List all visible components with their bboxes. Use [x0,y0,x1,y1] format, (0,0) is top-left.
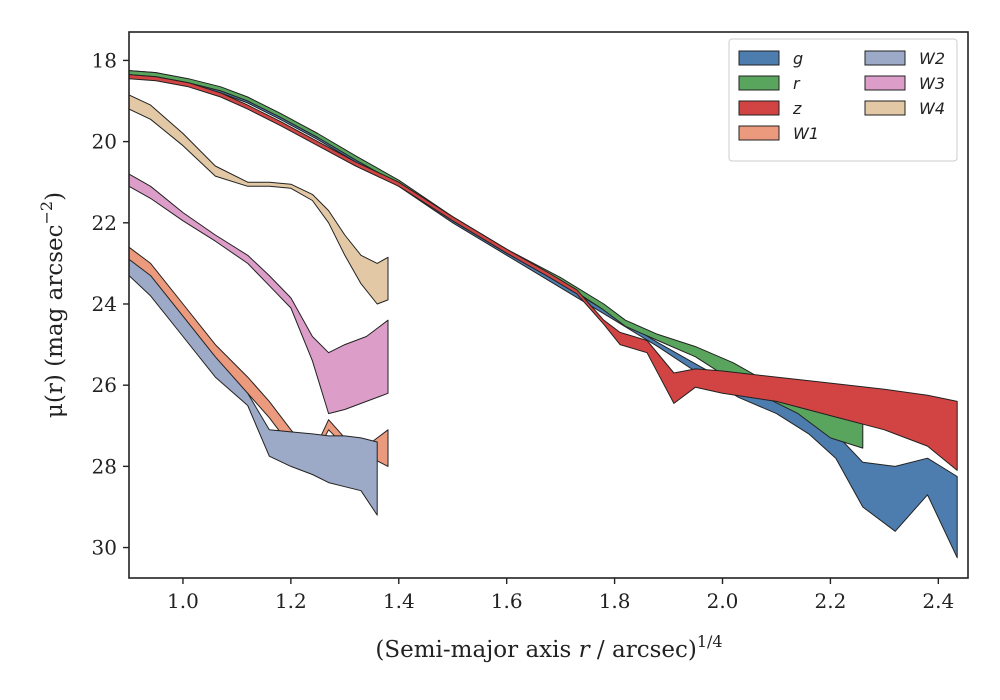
y-tick-label: 22 [92,211,117,235]
series-band-r [129,70,864,449]
x-tick-label: 2.2 [815,589,847,613]
legend-frame [728,38,958,162]
legend-label-r: r [793,74,801,93]
x-tick-label: 1.2 [275,589,307,613]
legend-swatch-r [738,75,780,91]
y-tick-label: 30 [92,536,117,560]
legend-swatch-g [738,50,780,66]
x-tick-label: 1.6 [491,589,523,613]
y-tick-label: 24 [92,292,117,316]
legend-swatch-w3 [864,75,906,91]
series-band-w2 [129,258,378,516]
series-band-z [129,74,958,471]
legend-label-w2: W2 [919,49,945,68]
legend-label-w4: W4 [919,99,945,118]
y-tick-label: 26 [92,373,117,397]
legend-label-w1: W1 [793,124,819,143]
series-band-w3 [129,173,389,415]
plot-area-frame [128,31,969,579]
legend-label-z: z [792,99,802,118]
x-tick-label: 1.4 [383,589,415,613]
legend-swatch-z [738,100,780,116]
y-tick-label: 20 [92,130,117,154]
legend-label-g: g [793,49,803,68]
y-tick-label: 18 [92,48,117,72]
series-band-w4 [129,94,389,305]
x-tick-label: 1.8 [599,589,631,613]
y-axis: 18 20 22 24 26 28 30 [92,48,129,560]
x-axis-label: (Semi-major axis r / arcsec)1/4 [375,632,722,663]
legend-swatch-w2 [864,50,906,66]
x-tick-label: 2.0 [707,589,739,613]
legend-label-w3: W3 [919,74,945,93]
y-tick-label: 28 [92,454,117,478]
legend-swatch-w4 [864,100,906,116]
y-axis-label: μ(r) (mag arcsec−2) [37,192,68,418]
legend: grz W1 W2 W3 W4 [728,38,958,162]
x-tick-label: 1.0 [167,589,199,613]
legend-swatch-w1 [738,125,780,141]
x-tick-label: 2.4 [922,589,954,613]
x-axis: 1.0 1.2 1.4 1.6 1.8 2.0 2.2 2.4 [167,578,954,613]
